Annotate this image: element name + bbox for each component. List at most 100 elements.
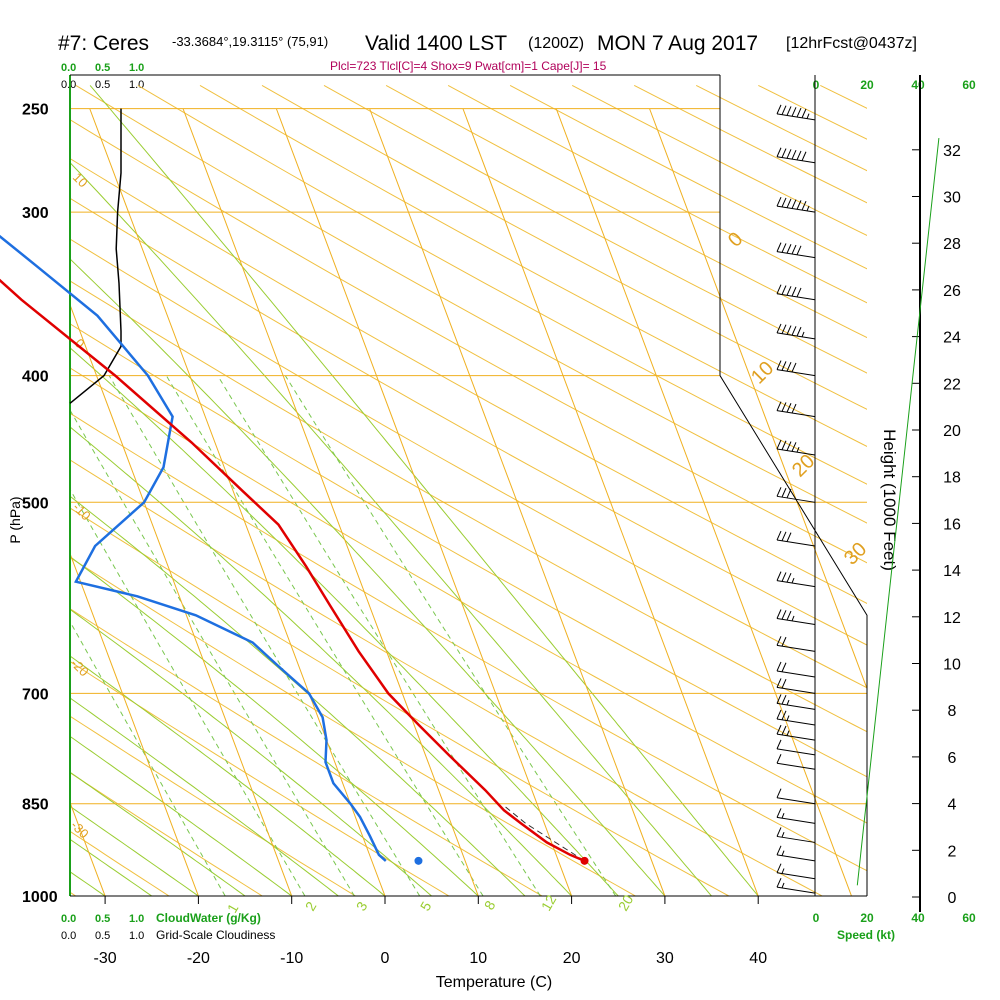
wind-barb [776, 739, 816, 756]
pressure-tick-label: 300 [22, 205, 49, 222]
wind-barb-flag [781, 636, 787, 647]
wind-barb-flag [801, 200, 807, 211]
wind-barb [776, 439, 816, 456]
wind-barb-flag [776, 104, 782, 115]
mixing-ratio-line [217, 375, 541, 896]
wind-barb-flag [791, 244, 797, 255]
height-tick-label: 24 [943, 330, 961, 347]
dry-adiabat-line [70, 157, 867, 604]
wind-barb-half-flag [791, 615, 795, 622]
wind-barb [776, 678, 816, 694]
height-tick-label: 0 [948, 890, 957, 907]
wind-barb-flag [776, 284, 782, 294]
mixing-ratio-label: 3 [353, 899, 371, 914]
height-axis-label: Height (1000 Feet) [880, 429, 899, 571]
wind-barb-flag [786, 244, 792, 254]
wind-barb-staff [776, 854, 816, 862]
dry-adiabat-label: -10 [70, 500, 94, 524]
dry-adiabat-line [70, 412, 867, 872]
wind-barb-flag [781, 243, 787, 253]
dry-adiabat-line [323, 84, 867, 374]
valid-time: Valid 1400 LST [365, 32, 507, 55]
wind-barb [776, 609, 816, 625]
wind-barb-half-flag [786, 715, 790, 721]
wind-barb-flag [781, 610, 787, 620]
wind-barb-flag [791, 442, 797, 452]
wind-barb-staff [776, 718, 816, 726]
wind-barb-staff [776, 113, 816, 121]
temperature-tick-label: 20 [563, 950, 581, 967]
wind-barb [776, 196, 816, 213]
dry-adiabat-line [70, 556, 636, 896]
moist-adiabat-line [70, 871, 106, 896]
forecast-info: [12hrFcst@0437z] [786, 35, 917, 52]
moist-adiabat-line [70, 771, 246, 896]
wind-barb-flag [781, 361, 787, 371]
cloudiness-label: Grid-Scale Cloudiness [156, 928, 275, 942]
wind-barb-flag [781, 487, 787, 498]
cloudiness-top-tick-0: 0.0 [61, 79, 76, 91]
wind-barb-staff [776, 251, 816, 259]
wind-barb-staff [776, 702, 816, 710]
pressure-tick-label: 250 [22, 102, 49, 119]
dry-adiabat-line [70, 715, 356, 896]
dry-adiabat-line [447, 84, 867, 304]
wind-barb-staff [776, 539, 816, 547]
wind-barb-flag [776, 709, 782, 720]
wind-barb-flag [791, 286, 797, 297]
wind-barb [776, 147, 816, 164]
dry-adiabat-line [385, 84, 867, 339]
wind-barb-flag [786, 361, 792, 372]
wind-barb-flag [786, 286, 792, 296]
dry-adiabat-line [75, 84, 867, 524]
wind-barb-flag [786, 149, 792, 159]
wind-barb-flag [796, 287, 802, 298]
wind-barb-half-flag [786, 730, 790, 736]
dry-adiabat-line [70, 119, 867, 564]
wind-barb-flag [776, 571, 782, 581]
wind-barb-staff [776, 670, 816, 678]
height-tick-label: 8 [948, 703, 957, 720]
wind-barb-flag [781, 710, 787, 720]
dry-adiabat-line [70, 507, 730, 896]
wind-barb [776, 360, 816, 377]
wind-barb-staff [776, 332, 816, 340]
wind-barb-flag [786, 532, 792, 542]
wind-barb-staff [776, 495, 816, 503]
wind-barb [776, 104, 816, 121]
cloudwater-top-tick-2: 1.0 [129, 62, 144, 74]
wind-barb-flag [776, 609, 782, 619]
wind-barb-flag [801, 108, 807, 119]
mixing-ratio-line [108, 375, 421, 896]
height-tick-label: 10 [943, 657, 961, 674]
wind-barb-flag [776, 401, 782, 411]
wind-barb-flag [776, 724, 782, 735]
wind-barb [776, 694, 816, 710]
moist-adiabat-line [70, 697, 339, 896]
dry-adiabat-label: -20 [68, 656, 92, 680]
cloudiness-line [69, 108, 122, 404]
moist-adiabat-line [89, 85, 759, 896]
wind-barb-staff [776, 617, 816, 625]
wind-barb-flag [781, 695, 787, 705]
wind-barb [776, 571, 816, 588]
height-tick-label: 16 [943, 516, 961, 533]
wind-barb-half-flag [781, 868, 785, 874]
wind-barb-flag [786, 573, 792, 583]
cloudwater-bottom-tick-2: 1.0 [129, 913, 144, 925]
wind-barb-flag [776, 827, 782, 837]
wind-barb-staff [776, 369, 816, 377]
height-tick-label: 4 [948, 797, 957, 814]
height-tick-label: 26 [943, 283, 961, 300]
dry-adiabat-line [70, 608, 543, 896]
wind-barb-flag [786, 403, 792, 413]
x-axis-label: Temperature (C) [436, 974, 552, 991]
wind-barb-flag [781, 285, 787, 295]
wind-barb-staff [776, 448, 816, 456]
dry-adiabat-line [199, 84, 867, 447]
wind-barb-flag [791, 362, 797, 373]
wind-barb-flag [776, 196, 782, 207]
mixing-ratio-label: 20 [615, 892, 637, 914]
isotherm-line [70, 552, 199, 896]
dry-adiabat-label: 10 [70, 170, 91, 191]
